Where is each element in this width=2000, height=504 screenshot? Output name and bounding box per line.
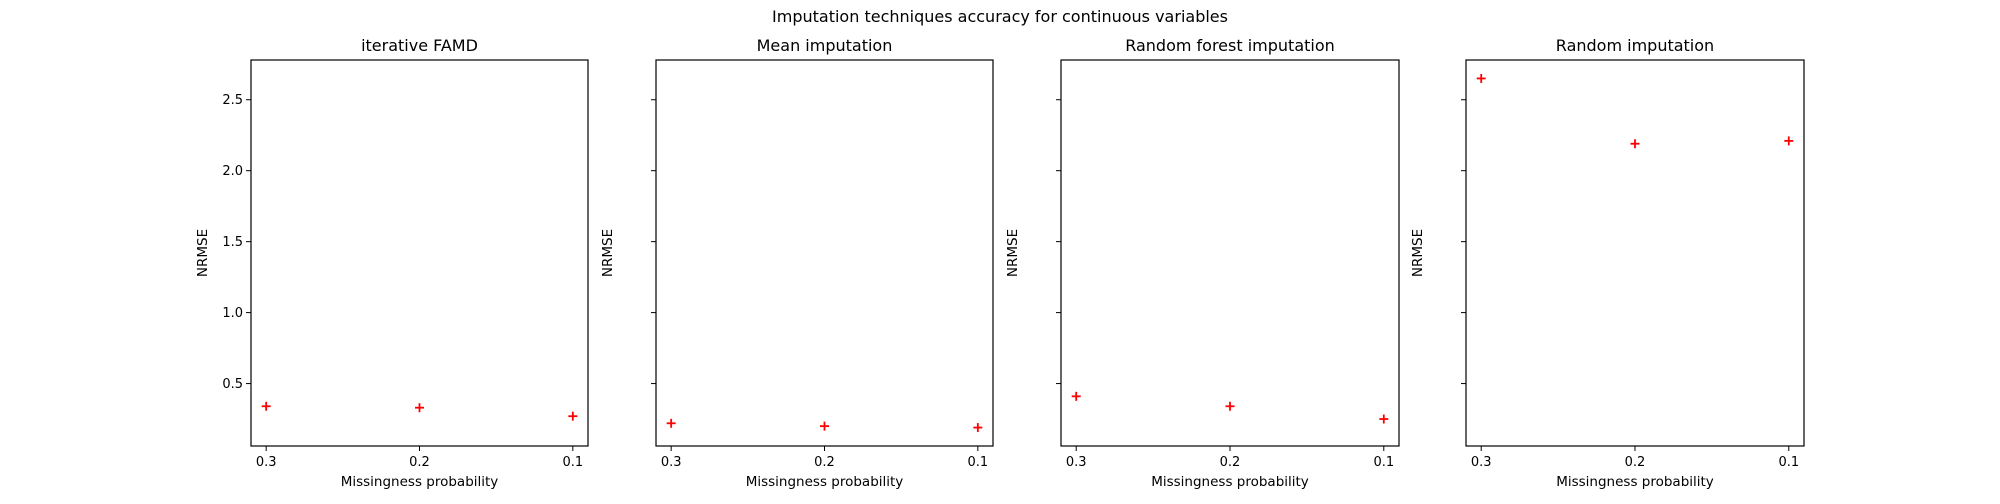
x-axis-label: Missingness probability bbox=[341, 474, 499, 490]
y-tick-label: 2.0 bbox=[222, 164, 243, 179]
data-point bbox=[1379, 414, 1389, 424]
subplot-3: Random forest imputation NRMSE 0.3 0.2 0.1 Mi… bbox=[1005, 36, 1400, 490]
y-tick-label: 2.5 bbox=[222, 93, 243, 108]
subplot-title: Random forest imputation bbox=[1125, 36, 1335, 55]
x-tick-label: 0.1 bbox=[967, 455, 988, 470]
data-point bbox=[1630, 139, 1640, 149]
data-point bbox=[568, 411, 578, 421]
x-tick-label: 0.1 bbox=[562, 455, 583, 470]
x-tick-label: 0.1 bbox=[1373, 455, 1394, 470]
data-point bbox=[1225, 401, 1235, 411]
x-tick-label: 0.3 bbox=[256, 455, 277, 470]
data-point bbox=[1784, 136, 1794, 146]
figure-title: Imputation techniques accuracy for conti… bbox=[772, 7, 1228, 26]
data-point bbox=[415, 403, 424, 413]
x-tick-label: 0.2 bbox=[814, 455, 835, 470]
subplot-title: Random imputation bbox=[1556, 36, 1714, 55]
x-tick-label: 0.2 bbox=[409, 455, 430, 470]
y-tick-label: 0.5 bbox=[222, 377, 243, 392]
subplot-2: Mean imputation NRMSE 0.3 0.2 0.1 Missingness… bbox=[600, 36, 994, 490]
x-tick-label: 0.2 bbox=[1625, 455, 1646, 470]
x-axis-label: Missingness probability bbox=[1556, 474, 1714, 490]
x-tick-label: 0.1 bbox=[1778, 455, 1799, 470]
data-point bbox=[973, 423, 983, 433]
subplot-title: iterative FAMD bbox=[361, 36, 478, 55]
y-axis-label: NRMSE bbox=[195, 229, 211, 277]
data-point bbox=[1476, 73, 1486, 83]
x-tick-label: 0.3 bbox=[1471, 455, 1492, 470]
y-tick-label: 1.5 bbox=[222, 235, 243, 250]
subplot-4: Random imputation NRMSE 0.3 0.2 0.1 Missingne… bbox=[1410, 36, 1805, 490]
data-point bbox=[261, 401, 271, 411]
y-tick-label: 1.0 bbox=[222, 306, 243, 321]
x-axis-label: Missingness probability bbox=[1151, 474, 1309, 490]
y-axis-label: NRMSE bbox=[1005, 229, 1021, 277]
data-point bbox=[1071, 391, 1081, 401]
x-axis-label: Missingness probability bbox=[746, 474, 904, 490]
x-tick-label: 0.2 bbox=[1220, 455, 1241, 470]
data-point bbox=[666, 418, 676, 428]
subplot-1: iterative FAMD 0.5 1.0 1.5 2.0 2.5 NRMSE 0.3 0.2… bbox=[195, 36, 589, 490]
y-axis-label: NRMSE bbox=[1410, 229, 1426, 277]
x-tick-label: 0.3 bbox=[661, 455, 682, 470]
x-tick-label: 0.3 bbox=[1066, 455, 1087, 470]
y-axis-label: NRMSE bbox=[600, 229, 616, 277]
subplot-title: Mean imputation bbox=[757, 36, 893, 55]
data-point bbox=[820, 421, 829, 431]
